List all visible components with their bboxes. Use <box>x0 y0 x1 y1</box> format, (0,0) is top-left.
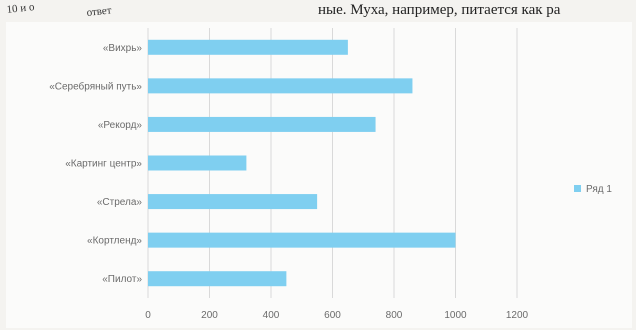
category-label-6: «Пилот» <box>102 274 142 285</box>
category-label-0: «Вихрь» <box>103 43 143 54</box>
bar-0 <box>148 39 348 55</box>
category-label-2: «Рекорд» <box>98 120 143 131</box>
category-labels: «Вихрь» «Серебряный путь» «Рекорд» «Картинг… <box>49 43 142 285</box>
bar-1 <box>148 78 413 94</box>
page-header-text: 10 и о ответ ные. Муха, например, питает… <box>0 0 636 26</box>
x-tick-label-3: 600 <box>324 310 341 321</box>
legend: Ряд 1 <box>574 184 612 195</box>
bar-6 <box>148 271 287 287</box>
x-tick-label-5: 1000 <box>444 310 467 321</box>
legend-swatch <box>574 185 581 192</box>
x-tick-label-2: 400 <box>263 310 280 321</box>
x-tick-label-4: 800 <box>386 310 403 321</box>
chart-container: «Вихрь» «Серебряный путь» «Рекорд» «Картинг… <box>6 22 632 328</box>
category-label-5: «Кортленд» <box>87 236 142 247</box>
x-tick-label-0: 0 <box>145 310 151 321</box>
category-label-1: «Серебряный путь» <box>49 80 142 92</box>
x-tick-labels: 0 200 400 600 800 1000 1200 <box>145 310 528 321</box>
legend-label: Ряд 1 <box>586 184 612 195</box>
bars <box>148 39 456 287</box>
bar-3 <box>148 155 247 171</box>
header-fragment-answer: ответ <box>86 4 113 19</box>
bar-2 <box>148 116 376 132</box>
bar-chart: «Вихрь» «Серебряный путь» «Рекорд» «Картинг… <box>49 28 612 321</box>
category-label-4: «Стрела» <box>97 197 143 208</box>
bar-4 <box>148 194 318 210</box>
bar-5 <box>148 232 456 248</box>
category-label-3: «Картинг центр» <box>65 159 142 170</box>
x-tick-label-1: 200 <box>201 310 218 321</box>
x-tick-label-6: 1200 <box>506 310 529 321</box>
header-fragment-right: ные. Муха, например, питается как ра <box>318 2 561 18</box>
header-fragment-left: 10 и о <box>6 1 35 16</box>
